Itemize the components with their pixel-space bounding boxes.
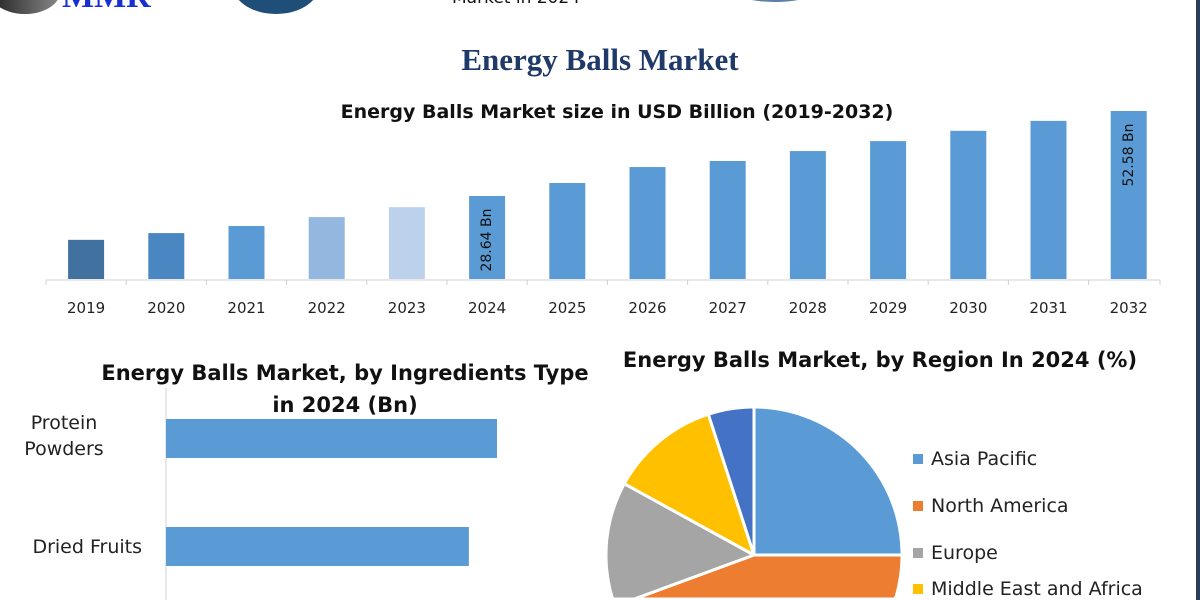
hbar-chart-title: Energy Balls Market, by Ingredients Type…	[101, 361, 589, 417]
page-title: Energy Balls Market	[461, 42, 739, 77]
bar-2030	[950, 130, 987, 279]
hbar-protein-powders	[166, 419, 497, 458]
bar-2031	[1030, 120, 1067, 279]
bar-2027	[709, 160, 746, 279]
logo-text: MMR	[62, 0, 151, 16]
pie-slice-north-america	[632, 553, 904, 600]
bar-2020	[148, 233, 185, 279]
pie-slice-south-america	[706, 405, 756, 557]
pie-slice-middle-east-and-africa	[622, 412, 756, 557]
bar-2026	[629, 167, 666, 279]
bar-2023	[388, 207, 425, 279]
header-partial-text: Market in 2024	[452, 0, 580, 8]
bar-2028	[789, 151, 826, 279]
bar-2019	[68, 239, 105, 279]
bar-2021	[228, 225, 265, 279]
hbar-dried-fruits	[166, 527, 469, 566]
bar-chart-title: Energy Balls Market size in USD Billion …	[340, 101, 894, 123]
header-decoration	[740, 0, 810, 2]
pie-slice-asia-pacific	[752, 405, 904, 557]
bar-2022	[308, 217, 345, 279]
bar-2029	[870, 141, 907, 279]
frame-border	[1196, 0, 1200, 600]
bar-2025	[549, 183, 586, 279]
bar-2032	[1110, 111, 1147, 279]
pie-chart-title: Energy Balls Market, by Region In 2024 (…	[622, 348, 1138, 372]
bar-2024	[469, 196, 506, 279]
pie-slice-europe	[604, 482, 756, 600]
